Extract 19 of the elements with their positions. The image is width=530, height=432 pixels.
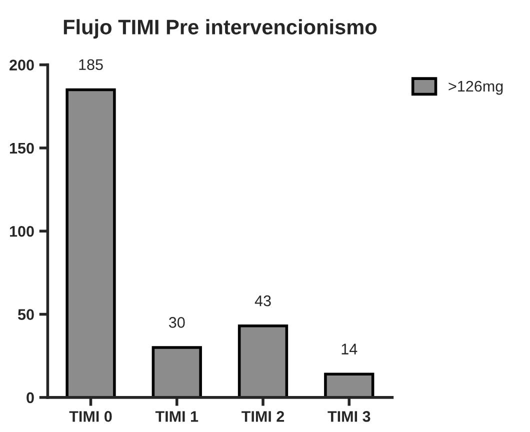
y-tick-label: 150 (10, 142, 34, 154)
bar (66, 88, 116, 398)
legend-label: >126mg (448, 80, 503, 95)
y-tick-label: 200 (10, 60, 34, 70)
chart-title: Flujo TIMI Pre intervencionismo (64, 19, 377, 39)
x-tick-label: TIMI 0 (69, 411, 112, 422)
data-label: 185 (79, 59, 103, 70)
x-tick-label: TIMI 2 (242, 411, 284, 422)
data-label: 30 (168, 317, 185, 328)
bar (152, 346, 202, 398)
data-label: 43 (254, 295, 271, 306)
data-label: 14 (342, 344, 358, 354)
bar (324, 372, 374, 398)
x-tick-label: TIMI 1 (155, 411, 198, 422)
bar (238, 324, 288, 398)
y-tick-label: 0 (26, 392, 34, 404)
x-tick-label: TIMI 3 (328, 411, 370, 422)
y-tick-label: 50 (18, 309, 34, 320)
y-tick-label: 100 (10, 226, 34, 237)
